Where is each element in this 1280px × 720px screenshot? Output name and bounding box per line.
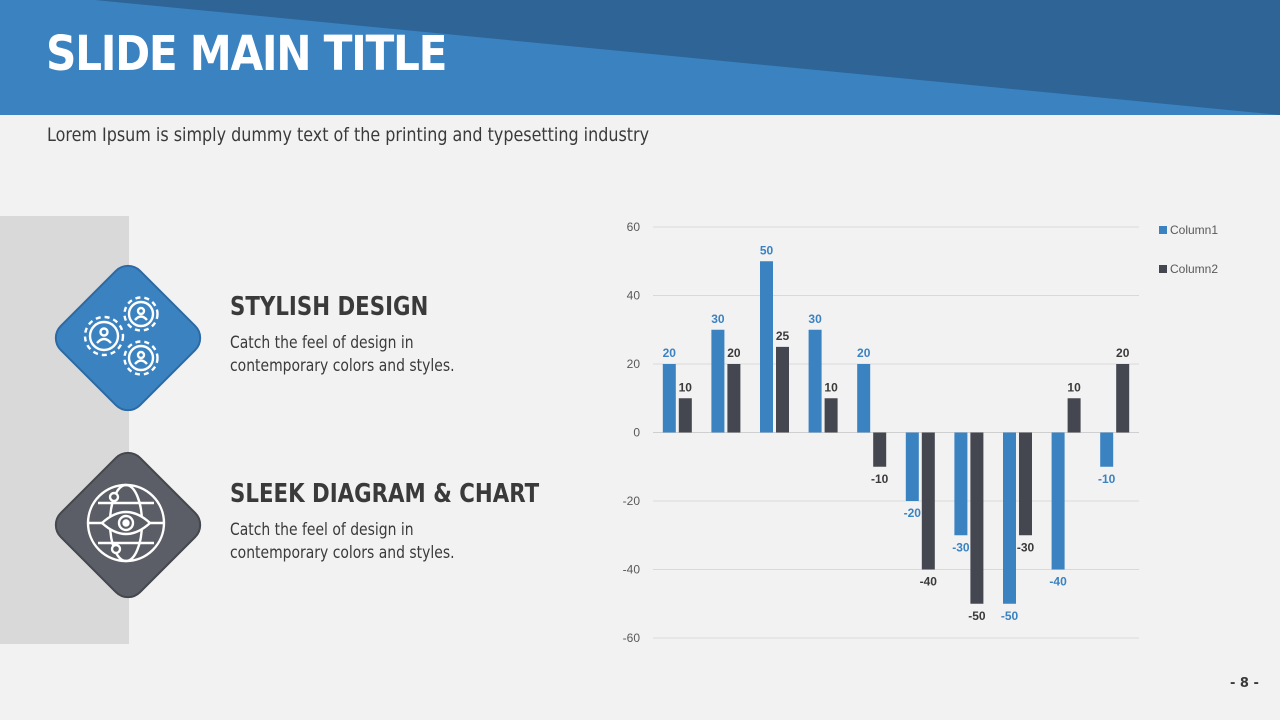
data-label: 20 [663, 346, 677, 360]
data-label: 50 [760, 243, 774, 257]
bar-column1-9 [1051, 432, 1065, 570]
bar-column1-4 [808, 329, 822, 433]
bar-column1-10 [1100, 432, 1114, 467]
data-label: 30 [711, 312, 725, 326]
y-tick-label: 40 [627, 289, 641, 303]
bar-column2-6 [921, 432, 935, 570]
y-tick-label: 20 [627, 357, 641, 371]
bar-chart: 60 40 20 0 -20 -40 -60 20 10 30 20 50 25 30 10 20 -10 -20… [623, 220, 1219, 645]
feature-title-1: STYLISH DESIGN [230, 292, 429, 322]
bar-column2-8 [1019, 432, 1032, 536]
data-label: -40 [1049, 575, 1067, 589]
data-label: -50 [1001, 609, 1019, 623]
data-label: -10 [1098, 472, 1116, 486]
bar-column1-6 [905, 432, 919, 501]
gears-people-icon [83, 296, 159, 376]
bar-column2-1 [678, 398, 692, 433]
feature-text-1: Catch the feel of design in contemporary… [230, 333, 455, 376]
y-tick-label: 60 [627, 220, 641, 234]
y-tick-label: -20 [623, 494, 641, 508]
legend-swatch-column1 [1159, 226, 1167, 234]
header-accent-shape [95, 0, 1280, 115]
data-label: 25 [776, 329, 790, 343]
data-label: 10 [1067, 380, 1081, 394]
y-tick-label: 0 [633, 426, 640, 440]
bar-column2-5 [873, 432, 887, 467]
data-label: -50 [968, 609, 986, 623]
data-label: 20 [857, 346, 871, 360]
bar-column1-2 [711, 329, 725, 433]
bar-column1-3 [760, 261, 773, 433]
legend-swatch-column2 [1159, 265, 1167, 273]
bar-column2-4 [824, 398, 838, 433]
bar-column2-3 [776, 346, 789, 433]
legend-label-column1: Column1 [1170, 223, 1218, 237]
bar-column1-8 [1003, 432, 1016, 604]
data-label: 30 [808, 312, 822, 326]
data-label: 20 [1116, 346, 1130, 360]
page-number: - 8 - [1230, 676, 1259, 691]
data-label: -40 [920, 575, 938, 589]
page-subtitle: Lorem Ipsum is simply dummy text of the … [47, 124, 650, 146]
bar-column2-2 [727, 364, 741, 433]
feature-title-2: SLEEK DIAGRAM & CHART [230, 479, 540, 509]
data-label: 20 [727, 346, 741, 360]
legend-label-column2: Column2 [1170, 262, 1218, 276]
data-label: -30 [952, 540, 970, 554]
bar-column1-1 [662, 364, 676, 433]
bar-column1-7 [954, 432, 968, 536]
bar-column2-7 [970, 432, 984, 604]
y-tick-label: -60 [623, 631, 641, 645]
bar-column2-10 [1116, 364, 1130, 433]
data-label: -10 [871, 472, 889, 486]
data-label: 10 [824, 380, 838, 394]
bar-column1-5 [857, 364, 871, 433]
data-label: 10 [679, 380, 693, 394]
data-label: -20 [904, 506, 922, 520]
y-tick-label: -40 [623, 563, 641, 577]
bar-column2-9 [1067, 398, 1081, 433]
page-title: SLIDE MAIN TITLE [46, 26, 447, 82]
feature-text-2: Catch the feel of design in contemporary… [230, 520, 455, 563]
data-label: -30 [1017, 540, 1035, 554]
globe-eye-icon [86, 483, 166, 563]
